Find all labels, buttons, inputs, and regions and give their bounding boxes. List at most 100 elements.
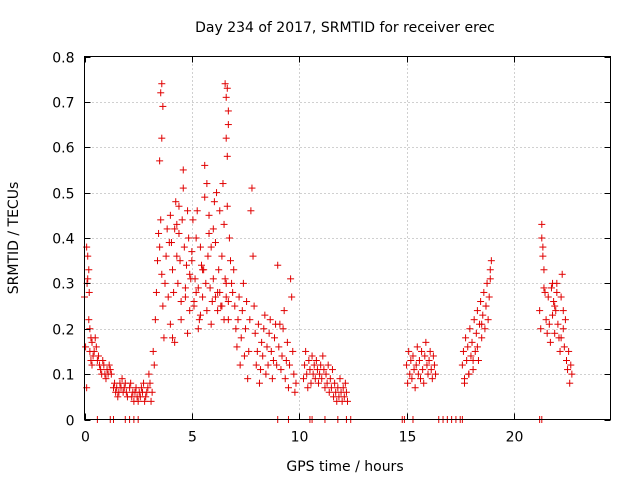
data-point	[118, 375, 126, 383]
data-point	[413, 343, 421, 351]
data-point	[105, 361, 113, 369]
data-point	[142, 393, 150, 401]
data-point	[177, 298, 185, 306]
data-point	[189, 216, 197, 224]
data-point	[255, 379, 263, 387]
data-point	[172, 198, 180, 206]
data-point	[216, 207, 224, 215]
data-point	[250, 302, 258, 310]
data-point	[557, 293, 565, 301]
data-point	[404, 379, 412, 387]
data-point	[313, 366, 321, 374]
data-point	[427, 366, 435, 374]
data-point	[176, 257, 184, 265]
data-point	[146, 379, 154, 387]
data-point	[156, 157, 164, 165]
data-point	[546, 338, 554, 346]
data-point	[102, 375, 110, 383]
data-point	[291, 388, 299, 396]
data-point	[257, 366, 265, 374]
data-point	[324, 361, 332, 369]
data-point	[553, 288, 561, 296]
data-point	[190, 298, 198, 306]
data-point	[568, 370, 576, 378]
data-point	[213, 189, 221, 197]
data-point	[99, 357, 107, 365]
data-point	[409, 352, 417, 360]
data-point	[140, 379, 148, 387]
data-point	[551, 329, 559, 337]
data-point	[260, 325, 268, 333]
data-point	[283, 338, 291, 346]
data-point	[195, 316, 203, 324]
data-point	[161, 279, 169, 287]
data-point	[224, 107, 232, 115]
data-point	[423, 361, 431, 369]
data-point	[540, 284, 548, 292]
data-point	[264, 361, 272, 369]
data-point	[214, 307, 222, 315]
data-point	[151, 316, 159, 324]
data-point	[192, 234, 200, 242]
data-point	[209, 225, 217, 233]
data-point	[316, 370, 324, 378]
data-point	[328, 366, 336, 374]
data-point	[414, 370, 422, 378]
y-tick-label: 0.1	[52, 368, 74, 384]
data-point	[84, 275, 92, 283]
data-point	[303, 370, 311, 378]
data-point	[206, 284, 214, 292]
x-tick-label: 15	[399, 430, 417, 446]
data-point	[209, 275, 217, 283]
data-point	[473, 343, 481, 351]
data-point	[269, 357, 277, 365]
data-point	[275, 343, 283, 351]
x-tick-label: 20	[506, 430, 524, 446]
data-point	[251, 329, 259, 337]
data-point	[193, 207, 201, 215]
data-point	[426, 347, 434, 355]
data-point	[273, 361, 281, 369]
data-point	[336, 375, 344, 383]
data-point	[277, 366, 285, 374]
data-point	[215, 266, 223, 274]
data-point	[242, 325, 250, 333]
data-point	[201, 161, 209, 169]
data-point	[210, 198, 218, 206]
data-point	[331, 379, 339, 387]
data-point	[156, 243, 164, 251]
data-point	[188, 257, 196, 265]
data-point	[461, 379, 469, 387]
data-point	[211, 239, 219, 247]
data-point	[211, 293, 219, 301]
data-point	[540, 266, 548, 274]
data-point	[153, 257, 161, 265]
data-point	[254, 320, 262, 328]
data-point	[222, 134, 230, 142]
y-tick-label: 0.6	[52, 141, 74, 157]
data-point	[158, 80, 166, 88]
data-point	[263, 343, 271, 351]
data-point	[536, 307, 544, 315]
data-point	[549, 311, 557, 319]
data-point	[307, 379, 315, 387]
data-point	[84, 252, 92, 260]
data-point	[306, 366, 314, 374]
data-point	[289, 347, 297, 355]
data-point	[167, 239, 175, 247]
data-point	[538, 234, 546, 242]
data-point	[472, 329, 480, 337]
data-point	[166, 320, 174, 328]
data-point	[485, 293, 493, 301]
data-point	[561, 316, 569, 324]
data-point	[171, 338, 179, 346]
data-point	[196, 243, 204, 251]
data-point	[182, 261, 190, 269]
data-point	[481, 325, 489, 333]
data-point	[148, 388, 156, 396]
data-point	[301, 361, 309, 369]
data-point	[170, 288, 178, 296]
data-point	[192, 288, 200, 296]
data-point	[217, 302, 225, 310]
